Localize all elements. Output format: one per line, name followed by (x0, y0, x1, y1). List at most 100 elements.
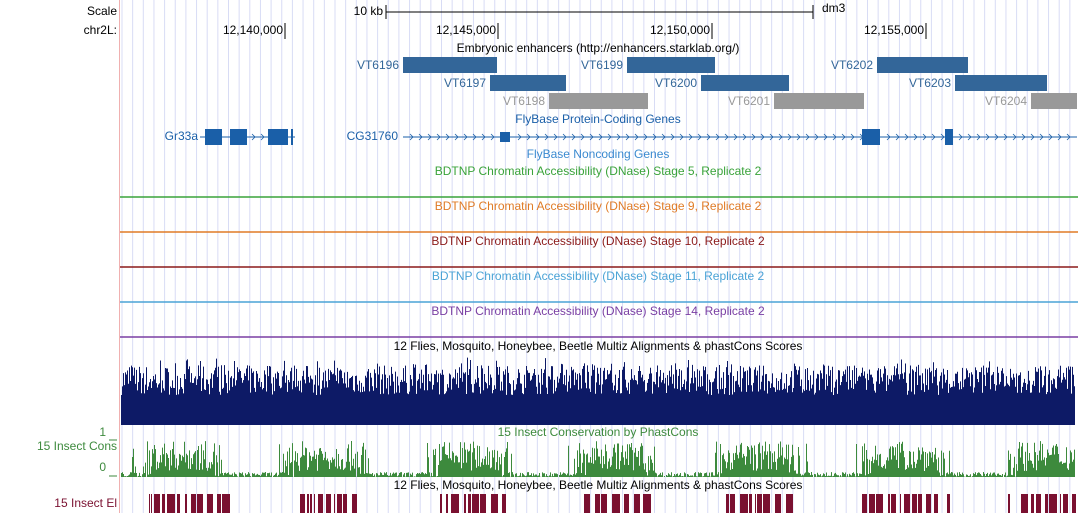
element (888, 494, 890, 513)
element (300, 494, 305, 513)
enhancer (774, 93, 864, 109)
enhancer (549, 93, 648, 109)
element (167, 494, 175, 513)
element (726, 494, 729, 513)
element (318, 494, 323, 513)
element (1060, 494, 1061, 513)
enhancer-label: VT6197 (444, 76, 486, 90)
element (595, 494, 600, 513)
element (643, 494, 651, 513)
enhancer-label: VT6200 (655, 76, 697, 90)
element (891, 494, 896, 513)
element (191, 494, 196, 513)
element (1045, 494, 1048, 513)
track-title: 12 Flies, Mosquito, Honeybee, Beetle Mul… (394, 478, 803, 492)
enhancer (1031, 93, 1077, 109)
enhancer (627, 57, 715, 73)
exon (500, 132, 510, 142)
exon (205, 129, 222, 145)
exon (291, 129, 293, 145)
assembly: dm3 (822, 1, 846, 15)
track-title: BDTNP Chromatin Accessibility (DNase) St… (435, 164, 762, 178)
element (918, 494, 922, 513)
element (947, 494, 950, 513)
enhancer (403, 57, 497, 73)
axis-label: 0 (99, 460, 106, 474)
element (634, 494, 640, 513)
enhancer (877, 57, 968, 73)
scale-label: Scale (87, 4, 117, 18)
element (1031, 494, 1034, 513)
element (440, 494, 442, 513)
element (730, 494, 735, 513)
element (900, 494, 901, 513)
track-title: BDTNP Chromatin Accessibility (DNase) St… (435, 199, 762, 213)
enhancer-label: VT6204 (985, 94, 1027, 108)
exon (945, 129, 953, 145)
enhancer-label: VT6201 (728, 94, 770, 108)
element (749, 494, 752, 513)
element (502, 494, 506, 513)
scale-size: 10 kb (354, 4, 384, 18)
ruler-position: 12,155,000 (864, 23, 924, 37)
exon (862, 129, 880, 145)
element (352, 494, 357, 513)
element (1021, 494, 1028, 513)
element (601, 494, 607, 513)
element (310, 494, 312, 513)
element (862, 494, 867, 513)
element (337, 494, 342, 513)
element (307, 494, 309, 513)
element (162, 494, 165, 513)
enhancer-label: VT6202 (831, 58, 873, 72)
element (472, 494, 479, 513)
track-title: BDTNP Chromatin Accessibility (DNase) St… (432, 269, 765, 283)
strand-arrows (251, 133, 1071, 141)
element (185, 494, 187, 513)
element (151, 494, 152, 513)
ruler-position: 12,145,000 (436, 23, 496, 37)
track-title: 12 Flies, Mosquito, Honeybee, Beetle Mul… (394, 339, 803, 353)
gene-label: CG31760 (347, 129, 399, 143)
element (468, 494, 471, 513)
chrom: chr2L: (84, 23, 117, 37)
side-label: 15 Insect Cons (37, 439, 117, 453)
element (326, 494, 331, 513)
track-title: FlyBase Noncoding Genes (527, 147, 670, 161)
enhancer (701, 75, 789, 91)
element (624, 494, 629, 513)
element (934, 494, 938, 513)
track-title: 15 Insect Conservation by PhastCons (498, 425, 699, 439)
element (207, 494, 213, 513)
element (334, 494, 335, 513)
element (584, 494, 590, 513)
element (451, 494, 459, 513)
element (1036, 494, 1041, 513)
element (763, 494, 770, 513)
element (912, 494, 917, 513)
element (740, 494, 748, 513)
element (876, 494, 883, 513)
enhancer-label: VT6198 (503, 94, 545, 108)
exon (230, 129, 247, 145)
element (757, 494, 762, 513)
side-label: 15 Insect El (54, 496, 117, 510)
track-title: BDTNP Chromatin Accessibility (DNase) St… (431, 234, 765, 248)
track-title: FlyBase Protein-Coding Genes (515, 112, 680, 126)
exon (268, 129, 288, 145)
element (480, 494, 486, 513)
element (464, 494, 466, 513)
gene-label: Gr33a (165, 129, 199, 143)
element (786, 494, 793, 513)
element (491, 494, 498, 513)
track-title: BDTNP Chromatin Accessibility (DNase) St… (431, 304, 765, 318)
enhancer-label: VT6199 (581, 58, 623, 72)
element (1063, 494, 1068, 513)
ruler-position: 12,150,000 (650, 23, 710, 37)
element (217, 494, 221, 513)
element (314, 494, 315, 513)
ruler-position: 12,140,000 (223, 23, 283, 37)
element (775, 494, 781, 513)
enhancer (490, 75, 566, 91)
